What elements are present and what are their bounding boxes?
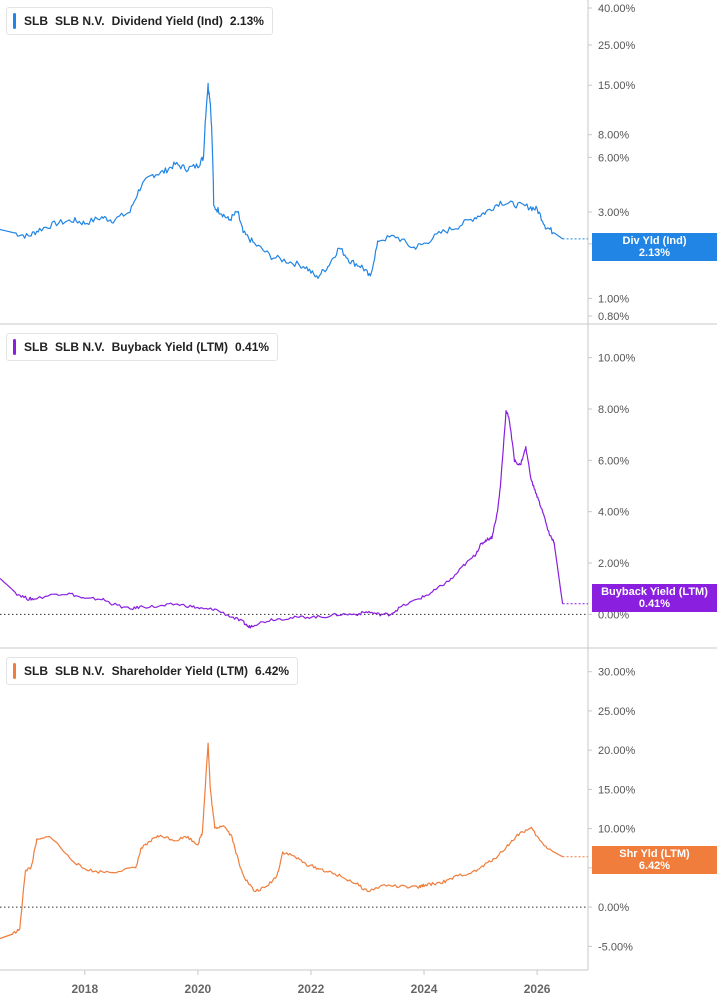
legend-buyback-metric: Buyback Yield (LTM) — [111, 340, 229, 354]
y-tick-label: 25.00% — [598, 706, 636, 718]
series-line-shareholder — [0, 742, 563, 940]
legend-shareholder-ticker: SLB — [24, 664, 48, 678]
x-tick-label: 2022 — [298, 982, 325, 996]
y-tick-label: -5.00% — [598, 941, 633, 953]
legend-shareholder-value: 6.42% — [255, 664, 290, 678]
y-tick-label: 0.00% — [598, 902, 629, 914]
legend-dividend-swatch — [13, 13, 16, 29]
legend-buyback-value: 0.41% — [235, 340, 270, 354]
legend-shareholder-metric: Shareholder Yield (LTM) — [111, 664, 249, 678]
flag-shareholder-value: 6.42% — [638, 860, 671, 872]
flag-dividend-value: 2.13% — [638, 247, 671, 259]
y-tick-label: 8.00% — [598, 404, 629, 416]
y-tick-label: 2.00% — [598, 558, 629, 570]
y-tick-label: 10.00% — [598, 353, 636, 365]
y-tick-label: 15.00% — [598, 80, 636, 92]
y-tick-label: 20.00% — [598, 745, 636, 757]
flag-buyback: Buyback Yield (LTM) 0.41% — [592, 584, 717, 612]
legend-dividend-metric: Dividend Yield (Ind) — [111, 14, 223, 28]
y-tick-label: 30.00% — [598, 667, 636, 679]
y-tick-label: 0.80% — [598, 311, 629, 323]
flag-buyback-label: Buyback Yield (LTM) — [601, 586, 708, 598]
y-tick-label: 1.00% — [598, 293, 629, 305]
y-tick-label: 8.00% — [598, 130, 629, 142]
legend-shareholder[interactable]: SLB SLB N.V. Shareholder Yield (LTM) 6.4… — [6, 657, 299, 685]
legend-dividend[interactable]: SLB SLB N.V. Dividend Yield (Ind) 2.13% — [6, 7, 273, 35]
x-tick-label: 2020 — [185, 982, 212, 996]
series-line-dividend — [0, 82, 563, 279]
legend-dividend-company: SLB N.V. — [55, 14, 105, 28]
y-tick-label: 40.00% — [598, 3, 636, 15]
x-tick-label: 2018 — [71, 982, 98, 996]
flag-dividend-label: Div Yld (Ind) — [622, 235, 687, 247]
legend-buyback-swatch — [13, 339, 16, 355]
y-tick-label: 10.00% — [598, 824, 636, 836]
flag-buyback-value: 0.41% — [638, 598, 671, 610]
y-tick-label: 6.00% — [598, 455, 629, 467]
y-tick-label: 4.00% — [598, 507, 629, 519]
y-tick-label: 6.00% — [598, 152, 629, 164]
flag-shareholder: Shr Yld (LTM) 6.42% — [592, 846, 717, 874]
legend-buyback-company: SLB N.V. — [55, 340, 105, 354]
flag-shareholder-label: Shr Yld (LTM) — [619, 848, 690, 860]
x-tick-label: 2026 — [524, 982, 551, 996]
legend-buyback[interactable]: SLB SLB N.V. Buyback Yield (LTM) 0.41% — [6, 333, 279, 361]
y-tick-label: 25.00% — [598, 40, 636, 52]
legend-dividend-value: 2.13% — [229, 14, 264, 28]
legend-shareholder-swatch — [13, 663, 16, 679]
x-tick-label: 2024 — [411, 982, 438, 996]
y-tick-label: 0.00% — [598, 609, 629, 621]
y-tick-label: 15.00% — [598, 784, 636, 796]
y-tick-label: 3.00% — [598, 207, 629, 219]
flag-dividend: Div Yld (Ind) 2.13% — [592, 233, 717, 261]
legend-shareholder-company: SLB N.V. — [55, 664, 105, 678]
legend-buyback-ticker: SLB — [24, 340, 48, 354]
legend-dividend-ticker: SLB — [24, 14, 48, 28]
series-line-buyback — [0, 410, 564, 629]
